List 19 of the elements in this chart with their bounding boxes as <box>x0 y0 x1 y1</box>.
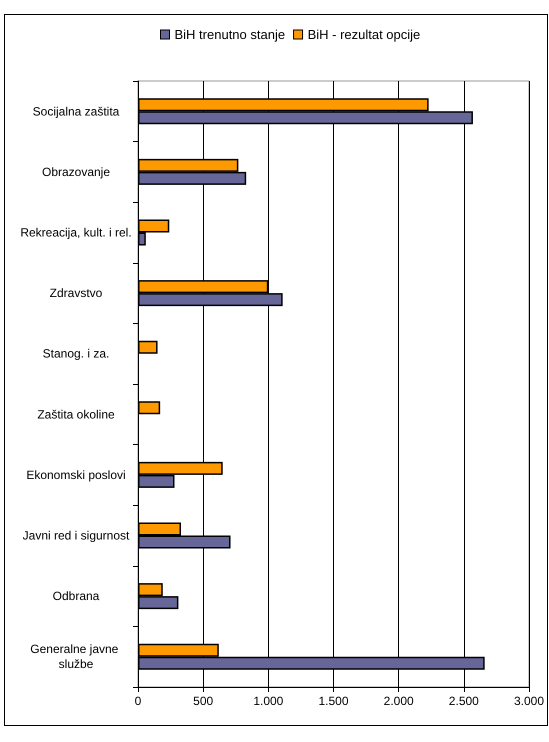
y-tick-label: Rekreacija, kult. i rel. <box>20 226 132 240</box>
x-tick-label: 1.500 <box>318 694 349 708</box>
y-tick-label: Socijalna zaštita <box>32 104 120 118</box>
y-tick-label: Generalne javne službe <box>30 642 122 672</box>
y-tick-label: Zaštita okoline <box>37 407 116 422</box>
x-tick-label: 3.000 <box>514 694 544 708</box>
x-tick-label: 500 <box>193 694 214 708</box>
y-tick-label: Obrazovanje <box>42 164 110 179</box>
x-tick-label: 0 <box>134 694 142 708</box>
legend-label: BiH - rezultat opcije <box>308 27 420 42</box>
x-tick-label: 2.000 <box>384 694 414 708</box>
y-tick-label: Zdravstvo <box>50 286 103 300</box>
legend-label: BiH trenutno stanje <box>174 27 286 42</box>
y-tick-label: Odbrana <box>52 589 100 604</box>
x-tick-label: 1.000 <box>253 694 284 708</box>
y-tick-label: Ekonomski poslovi <box>26 468 126 482</box>
y-tick-label: Stanog. i za. <box>42 346 110 361</box>
x-tick-label: 2.500 <box>448 694 480 708</box>
y-tick-label: Javni red i sigurnost <box>22 528 130 542</box>
